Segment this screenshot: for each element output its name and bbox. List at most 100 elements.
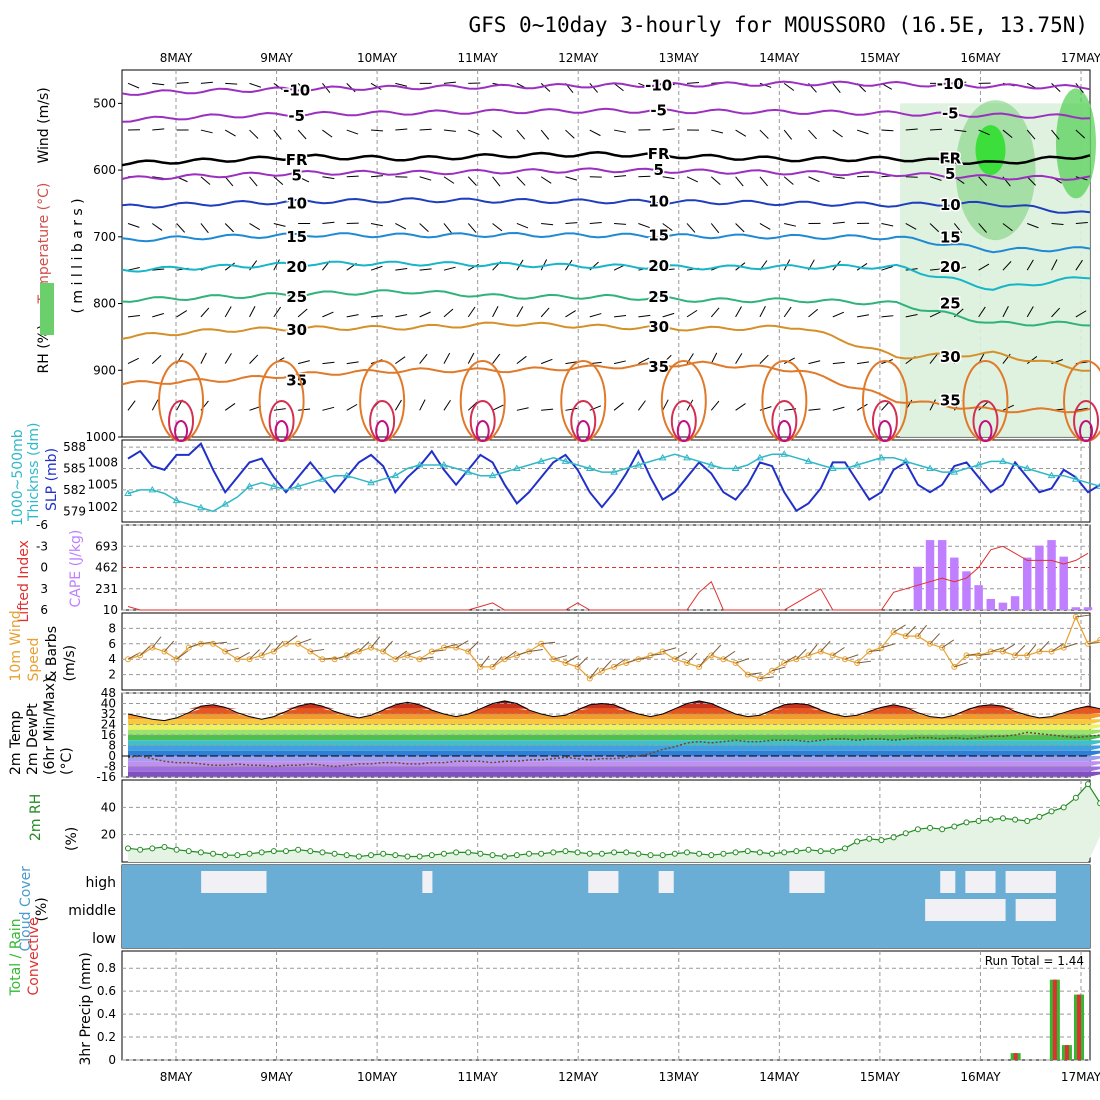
temp-band — [128, 745, 1100, 751]
wind-barb — [249, 176, 258, 187]
rh-marker — [914, 826, 921, 833]
thickness-marker — [974, 460, 983, 468]
rh-marker — [246, 850, 253, 857]
wind-speed-marker — [125, 656, 131, 663]
dewpoint-2m-line — [127, 731, 1100, 768]
wind-barb — [759, 306, 766, 318]
wind-speed-marker — [598, 667, 605, 674]
wind-barb — [881, 401, 890, 411]
wind-barb — [370, 175, 384, 178]
wind-barb — [224, 223, 235, 233]
wind-barb — [1075, 129, 1086, 139]
wind-barb — [1075, 407, 1088, 411]
cape-bar — [937, 540, 947, 610]
wind-barb — [346, 403, 358, 411]
wind-barb — [370, 315, 384, 318]
temp-contour-15 — [121, 231, 1091, 254]
precip-convective-bar — [1064, 1045, 1069, 1060]
cape-bar — [925, 540, 935, 610]
wind-speed-marker — [368, 644, 375, 651]
wind-barb — [881, 129, 894, 132]
cape-bar — [1059, 556, 1068, 610]
y-tick-label: 900 — [93, 363, 116, 377]
wind-barb — [468, 263, 479, 271]
wind-barb — [857, 361, 870, 365]
rh-marker — [222, 852, 229, 859]
wind-barb — [297, 308, 308, 318]
contour-label: 15 — [648, 226, 669, 244]
wind-barb — [419, 128, 432, 131]
wind-barb — [419, 268, 432, 271]
contour-label: -10 — [283, 82, 310, 100]
contour-label: 35 — [286, 371, 307, 389]
rh-marker — [538, 850, 545, 857]
wind-barb — [905, 128, 918, 131]
contour-label: 30 — [286, 321, 307, 339]
rh-marker — [732, 849, 739, 856]
wind-barb — [710, 352, 718, 364]
x-tick-label-bottom: 17MAY — [1061, 1070, 1100, 1084]
wind-barb — [662, 354, 672, 364]
temp-contour-10 — [121, 197, 1091, 214]
x-tick-label-bottom: 16MAY — [960, 1070, 1001, 1084]
wind-barb-10m — [917, 624, 927, 637]
precip-tick-label: 0.6 — [97, 984, 116, 998]
wind-barb-10m — [710, 644, 722, 656]
rh-marker — [282, 848, 289, 855]
contour-label: 25 — [648, 288, 669, 306]
wind-barb-10m — [285, 635, 298, 645]
x-tick-label-bottom: 15MAY — [860, 1070, 901, 1084]
wind-barb — [832, 311, 845, 318]
rh-marker — [270, 848, 277, 855]
wind-barb-10m — [674, 651, 688, 660]
wind-barb-10m — [480, 655, 490, 668]
wind-barb — [249, 82, 262, 88]
rh-marker — [574, 849, 581, 856]
cloud-block — [789, 871, 825, 893]
warm-cell-contour — [877, 420, 892, 442]
wind-barb — [1075, 310, 1087, 318]
wind-barb-10m — [747, 672, 762, 676]
wind-barb — [395, 268, 408, 271]
wind-barb — [224, 306, 232, 318]
rh-marker — [975, 818, 982, 824]
cape-tick-label: 10 — [103, 603, 118, 617]
cape-bar — [974, 585, 983, 610]
temp-band — [128, 740, 1100, 746]
thickness-marker — [245, 482, 254, 489]
wind-speed-marker — [781, 660, 788, 667]
y-tick-label: 500 — [93, 96, 116, 110]
x-tick-label-top: 10MAY — [357, 51, 398, 65]
wind-barb — [565, 129, 575, 139]
wind-barb — [662, 223, 673, 232]
y-label-temp2m: 2m DewPt — [25, 703, 41, 775]
rh-marker — [477, 850, 484, 857]
wind-barb — [735, 129, 747, 137]
rh-marker — [951, 823, 958, 830]
wind-speed-marker — [161, 648, 168, 655]
wind-barb — [881, 315, 894, 318]
wind-barb-10m — [565, 655, 578, 664]
cloud-row-label: middle — [68, 903, 116, 919]
x-tick-label-top: 13MAY — [659, 51, 700, 65]
wind-barb — [395, 314, 408, 318]
x-tick-label-top: 15MAY — [860, 51, 901, 65]
y-tick-label: 1000 — [85, 430, 116, 444]
contour-label: FR — [648, 145, 670, 163]
wind-barb — [200, 223, 209, 234]
wind-barb — [929, 399, 936, 411]
wind-barb-10m — [553, 655, 567, 660]
wind-speed-marker — [295, 640, 302, 647]
x-tick-label-top: 8MAY — [160, 51, 193, 65]
wind-speed-marker — [878, 644, 885, 651]
wind-barb — [443, 399, 451, 411]
wind-barb-10m — [322, 657, 337, 660]
wind-barb — [394, 399, 402, 411]
wind-barb-10m — [601, 660, 612, 672]
wind-barb — [273, 306, 282, 318]
wind-barb — [808, 308, 819, 318]
wind-barb — [710, 223, 720, 234]
wind-barb-10m — [188, 642, 203, 649]
wind-barb-10m — [832, 647, 845, 656]
wind-barb-10m — [905, 625, 916, 637]
